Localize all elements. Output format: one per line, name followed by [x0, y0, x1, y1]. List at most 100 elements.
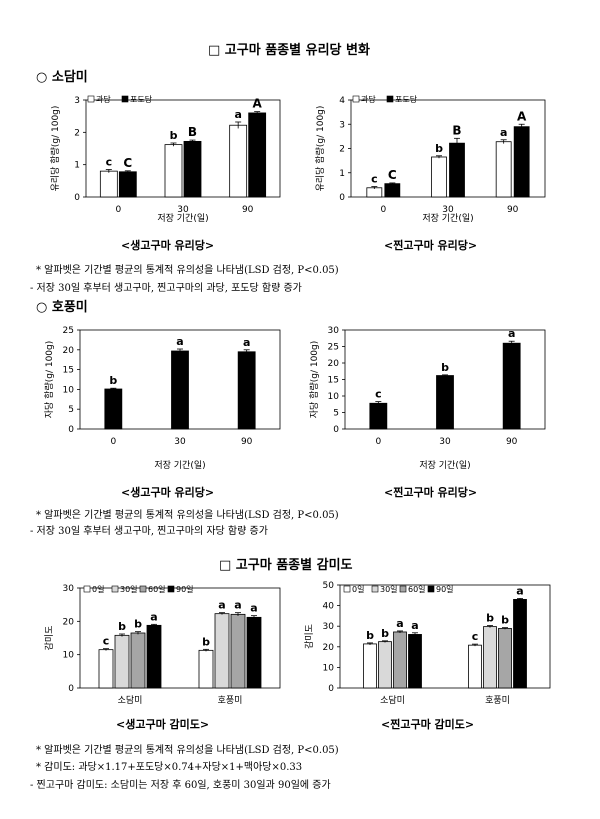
significance-letter: B: [452, 123, 461, 137]
y-tick-label: 40: [323, 602, 335, 612]
x-tick-label: 30: [174, 437, 186, 447]
y-tick-label: 4: [339, 96, 345, 106]
chart-hopungmi-steamed-sucrose: 0 5 10 15 20 25 30 자당 함량(g/ 100g) 0 c 30 b 90 a 저장 기간(…: [308, 326, 546, 471]
bar: [146, 624, 162, 689]
legend-label: 0일: [352, 585, 364, 594]
x-tick-label: 0: [115, 205, 121, 215]
y-tick-label: 25: [328, 343, 339, 353]
bar: [237, 351, 256, 430]
y-tick-label: 1: [339, 169, 345, 179]
significance-letter: c: [375, 388, 382, 401]
x-tick-label: 90: [242, 205, 254, 215]
significance-letter: c: [371, 173, 378, 186]
bar: [104, 388, 123, 430]
legend-label: 30일: [380, 585, 398, 594]
note-summary-1: - 저장 30일 후부터 생고구마, 찐고구마의 과당, 포도당 함량 증가: [30, 283, 302, 294]
y-tick-label: 10: [328, 392, 340, 402]
x-tick-label: 호풍미: [485, 695, 510, 706]
bar: [246, 616, 262, 689]
significance-letter: a: [176, 335, 183, 348]
significance-letter: a: [396, 617, 403, 630]
x-tick-label: 소담미: [380, 694, 405, 706]
bar: [513, 599, 527, 689]
y-tick-label: 0: [74, 193, 80, 203]
note-summary-3: - 찐고구마 감미도: 소담미는 저장 후 60일, 호풍미 30일과 90일에…: [30, 780, 331, 791]
y-tick-label: 10: [323, 663, 335, 673]
legend-swatch: [121, 95, 129, 103]
x-tick-label: 0: [110, 437, 116, 447]
bar: [384, 183, 401, 198]
chart-hopungmi-raw-sucrose: 0 5 10 15 20 25 자당 함량(g/ 100g) 0 b 30 a 90 a 저장 기간(일): [43, 326, 281, 471]
caption-hopungmi-steamed: <찐고구마 유리당>: [384, 486, 478, 499]
x-tick-label: 30: [439, 437, 451, 447]
y-tick-label: 0: [328, 684, 334, 694]
significance-letter: b: [366, 629, 374, 642]
x-tick-label: 호풍미: [218, 695, 243, 706]
note-sweetness-formula: * 감미도: 과당×1.17+포도당×0.74+자당×1+맥아당×0.33: [36, 762, 303, 773]
significance-letter: b: [118, 620, 126, 633]
x-axis-label: 저장 기간(일): [157, 213, 208, 224]
significance-letter: b: [441, 361, 449, 374]
x-axis-label: 저장 기간(일): [154, 460, 205, 471]
legend-swatch: [427, 585, 435, 593]
significance-letter: b: [486, 612, 494, 625]
bar: [183, 140, 202, 198]
significance-letter: C: [388, 168, 397, 182]
plot-frame: [79, 587, 281, 689]
x-tick-label: 90: [507, 205, 519, 215]
y-axis-label: 감미도: [43, 626, 55, 651]
bar: [248, 112, 267, 198]
significance-letter: a: [508, 327, 515, 340]
x-tick-label: 30: [177, 205, 189, 215]
legend-swatch: [386, 95, 394, 103]
bar: [468, 644, 482, 689]
x-tick-label: 소담미: [118, 694, 143, 706]
significance-letter: a: [218, 599, 225, 612]
significance-letter: c: [103, 635, 110, 648]
legend-swatch: [399, 585, 407, 593]
legend-label: 포도당: [395, 94, 418, 104]
bar: [114, 634, 130, 689]
legend-label: 90일: [176, 585, 194, 594]
legend-label: 30일: [120, 585, 138, 594]
legend-swatch: [83, 585, 91, 593]
x-axis-label: 저장 기간(일): [422, 213, 473, 224]
y-tick-label: 50: [323, 581, 335, 591]
significance-letter: B: [188, 125, 197, 139]
legend-swatch: [167, 585, 175, 593]
bar: [366, 187, 383, 198]
bar: [130, 632, 146, 689]
y-tick-label: 30: [323, 622, 335, 632]
note-summary-2: - 저장 30일 후부터 생고구마, 찐고구마의 자당 함량 증가: [30, 526, 268, 537]
legend-label: 과당: [361, 94, 376, 104]
legend-label: 과당: [96, 94, 111, 104]
y-tick-label: 30: [328, 326, 340, 336]
caption-sodammi-raw: <생고구마 유리당>: [121, 239, 215, 252]
legend-swatch: [343, 585, 351, 593]
significance-letter: b: [381, 627, 389, 640]
y-tick-label: 5: [68, 405, 74, 415]
x-tick-label: 30: [442, 205, 454, 215]
y-tick-label: 20: [63, 346, 75, 356]
bar: [483, 626, 497, 689]
x-tick-label: 0: [375, 437, 381, 447]
y-tick-label: 1: [74, 161, 80, 171]
legend-label: 0일: [92, 585, 104, 594]
bar: [449, 142, 465, 198]
bar: [214, 613, 230, 689]
x-tick-label: 90: [241, 437, 253, 447]
bar: [229, 124, 248, 198]
y-tick-label: 25: [63, 326, 74, 336]
y-tick-label: 0: [68, 684, 74, 694]
significance-letter: a: [243, 336, 250, 349]
significance-letter: a: [516, 584, 523, 597]
bar: [408, 634, 422, 689]
significance-letter: a: [500, 126, 507, 139]
y-tick-label: 30: [63, 584, 75, 594]
y-axis-label: 자당 함량(g/ 100g): [308, 341, 320, 419]
section-hopungmi: ○ 호풍미: [36, 300, 88, 315]
y-tick-label: 0: [333, 425, 339, 435]
y-tick-label: 5: [333, 409, 339, 419]
plot-frame: [339, 584, 551, 689]
